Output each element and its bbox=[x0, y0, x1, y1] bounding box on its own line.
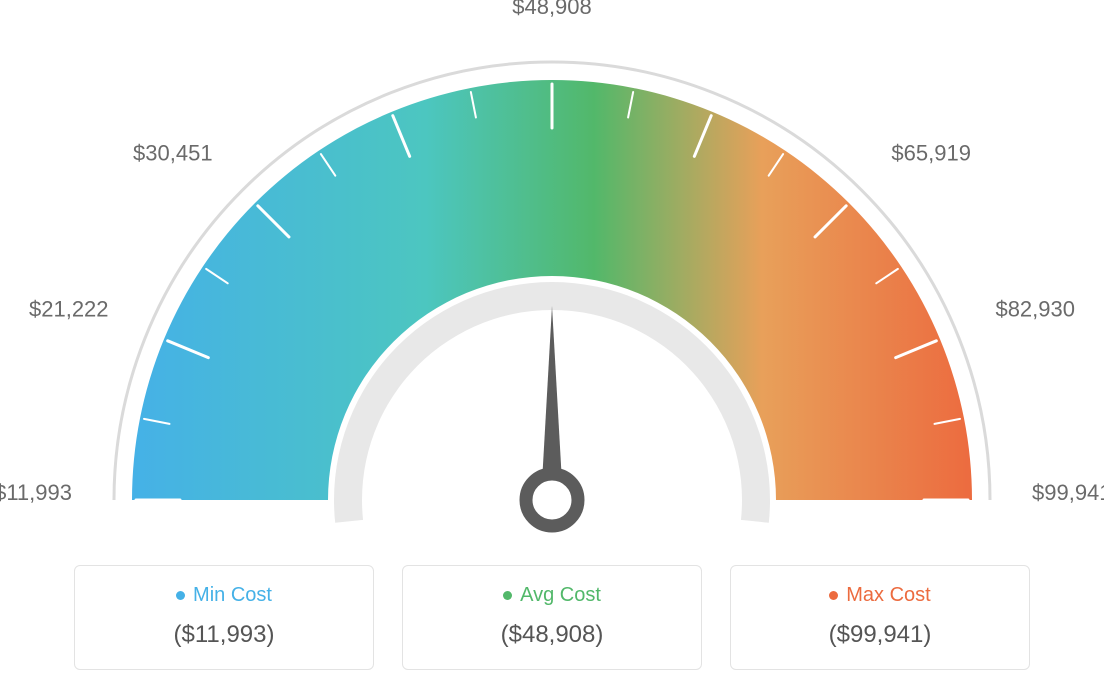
gauge-scale-label: $30,451 bbox=[133, 141, 213, 166]
legend-card: Max Cost ($99,941) bbox=[730, 565, 1030, 670]
legend-card: Avg Cost ($48,908) bbox=[402, 565, 702, 670]
gauge-scale-label: $99,941 bbox=[1032, 480, 1104, 505]
legend-dot-icon bbox=[503, 591, 512, 600]
gauge-scale-label: $21,222 bbox=[29, 296, 109, 321]
legend-label-text: Avg Cost bbox=[520, 584, 601, 607]
legend-label: Avg Cost bbox=[503, 584, 601, 607]
legend-dot-icon bbox=[176, 591, 185, 600]
legend-dot-icon bbox=[829, 591, 838, 600]
legend-value: ($11,993) bbox=[85, 621, 363, 649]
legend-label-text: Min Cost bbox=[193, 584, 272, 607]
legend-value: ($48,908) bbox=[413, 621, 691, 649]
legend-card: Min Cost ($11,993) bbox=[74, 565, 374, 670]
legend-row: Min Cost ($11,993) Avg Cost ($48,908) Max Co… bbox=[0, 565, 1104, 670]
gauge-scale-label: $82,930 bbox=[995, 296, 1075, 321]
legend-label-text: Max Cost bbox=[846, 584, 930, 607]
gauge-scale-label: $11,993 bbox=[0, 480, 72, 505]
cost-gauge-widget: $11,993 $21,222 $30,451 $48,908 $65,919 $82,9… bbox=[0, 0, 1104, 690]
gauge-scale-label: $48,908 bbox=[512, 0, 592, 19]
gauge-hub bbox=[526, 474, 578, 526]
gauge-svg: $11,993 $21,222 $30,451 $48,908 $65,919 $82,9… bbox=[0, 0, 1104, 540]
gauge-chart: $11,993 $21,222 $30,451 $48,908 $65,919 $82,9… bbox=[0, 0, 1104, 540]
legend-label: Max Cost bbox=[829, 584, 930, 607]
legend-value: ($99,941) bbox=[741, 621, 1019, 649]
legend-label: Min Cost bbox=[176, 584, 272, 607]
gauge-scale-label: $65,919 bbox=[891, 141, 971, 166]
